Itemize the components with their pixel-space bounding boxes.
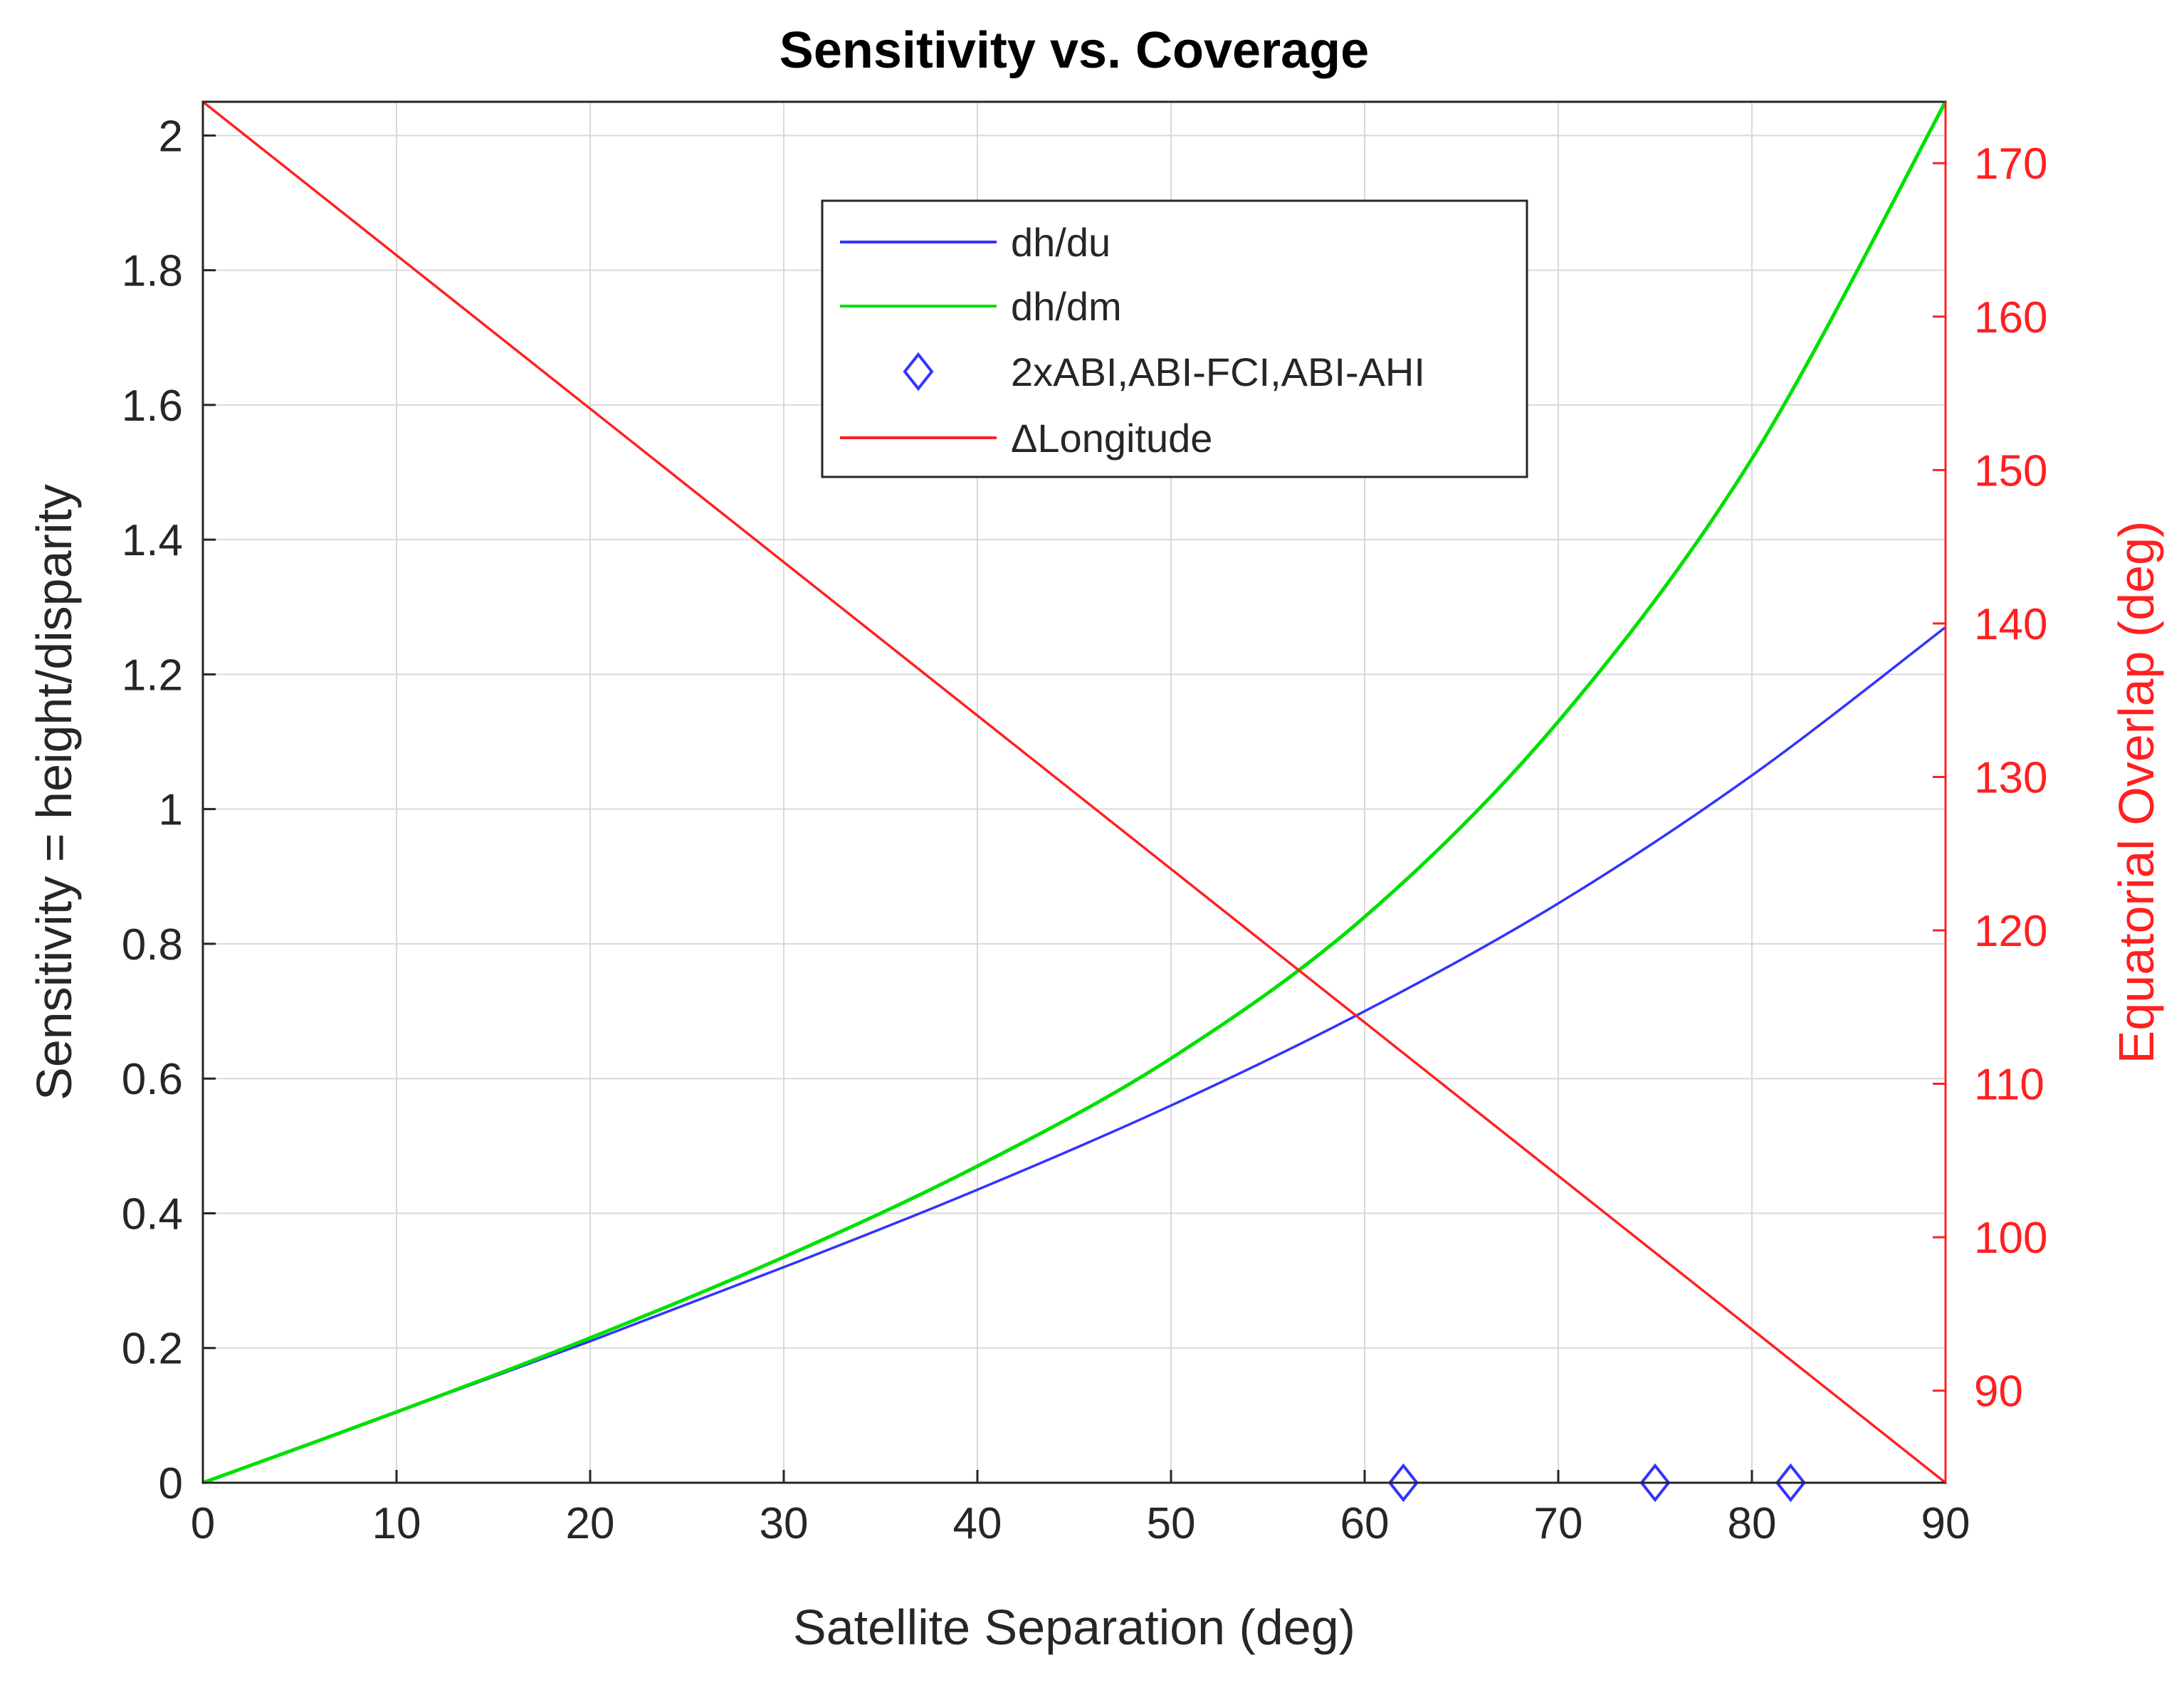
y-tick-label: 1.8 <box>122 247 183 296</box>
x-tick-label: 10 <box>372 1499 421 1548</box>
x-tick-label: 30 <box>760 1499 809 1548</box>
y2-tick-label: 130 <box>1974 753 2047 802</box>
y-tick-label: 1.6 <box>122 382 183 431</box>
x-tick-label: 50 <box>1147 1499 1196 1548</box>
y2-axis-label: Equatorial Overlap (deg) <box>2109 521 2164 1064</box>
x-tick-label: 70 <box>1534 1499 1583 1548</box>
y2-tick-label: 100 <box>1974 1214 2047 1263</box>
y2-tick-label: 90 <box>1974 1367 2023 1417</box>
plot-series <box>201 100 1948 1503</box>
legend-label-dh-du: dh/du <box>1011 220 1111 265</box>
x-tick-label: 60 <box>1340 1499 1390 1548</box>
y-tick-label: 0.4 <box>122 1189 183 1239</box>
legend: dh/du dh/dm 2xABI,ABI-FCI,ABI-AHI ΔLongi… <box>821 199 1528 478</box>
axis-ticks: 0 10 20 30 40 50 60 70 80 90 0 0.2 0.4 0.6 0.8 1 1.2 1.4 1… <box>122 102 2047 1548</box>
legend-item-delta-longitude: ΔLongitude <box>840 416 1212 461</box>
y-tick-label: 0.2 <box>122 1325 183 1374</box>
x-tick-label: 90 <box>1921 1499 1970 1548</box>
y-axis-label: Sensitivity = height/disparity <box>26 484 82 1100</box>
legend-item-dh-du: dh/du <box>840 220 1111 265</box>
data-point-diamond <box>1387 1463 1419 1503</box>
y2-tick-label: 160 <box>1974 293 2047 342</box>
x-tick-label: 80 <box>1728 1499 1777 1548</box>
y-tick-label: 2 <box>159 112 183 161</box>
data-point-diamond <box>1775 1463 1806 1503</box>
y2-tick-label: 170 <box>1974 140 2047 189</box>
y-tick-label: 0.8 <box>122 920 183 970</box>
x-tick-label: 20 <box>566 1499 615 1548</box>
y2-tick-label: 150 <box>1974 446 2047 495</box>
x-tick-label: 0 <box>191 1499 215 1548</box>
x-axis-label: Satellite Separation (deg) <box>793 1599 1355 1655</box>
legend-item-markers: 2xABI,ABI-FCI,ABI-AHI <box>903 350 1425 394</box>
data-point-diamond <box>1639 1463 1671 1503</box>
legend-label-markers: 2xABI,ABI-FCI,ABI-AHI <box>1011 350 1425 394</box>
chart-title: Sensitivity vs. Coverage <box>779 22 1369 79</box>
y2-tick-label: 110 <box>1974 1061 2044 1110</box>
x-tick-label: 40 <box>953 1499 1002 1548</box>
legend-label-dh-dm: dh/dm <box>1011 284 1122 329</box>
legend-label-delta-longitude: ΔLongitude <box>1011 416 1212 461</box>
series-dh-du <box>202 626 1947 1484</box>
legend-box <box>821 199 1528 478</box>
y-tick-label: 1.2 <box>122 651 183 700</box>
y2-tick-label: 120 <box>1974 907 2047 956</box>
y-tick-label: 0.6 <box>122 1055 183 1104</box>
y-tick-label: 1 <box>159 786 183 835</box>
y2-tick-label: 140 <box>1974 600 2047 649</box>
legend-item-dh-dm: dh/dm <box>840 284 1122 329</box>
series-dh-dm <box>202 100 1948 1485</box>
legend-swatch-diamond <box>903 352 934 392</box>
series-delta-longitude <box>201 100 1947 1484</box>
y-tick-label: 0 <box>159 1459 183 1508</box>
axis-labels: Sensitivity vs. Coverage Satellite Separ… <box>26 22 2164 1655</box>
y-tick-label: 1.4 <box>122 516 183 565</box>
